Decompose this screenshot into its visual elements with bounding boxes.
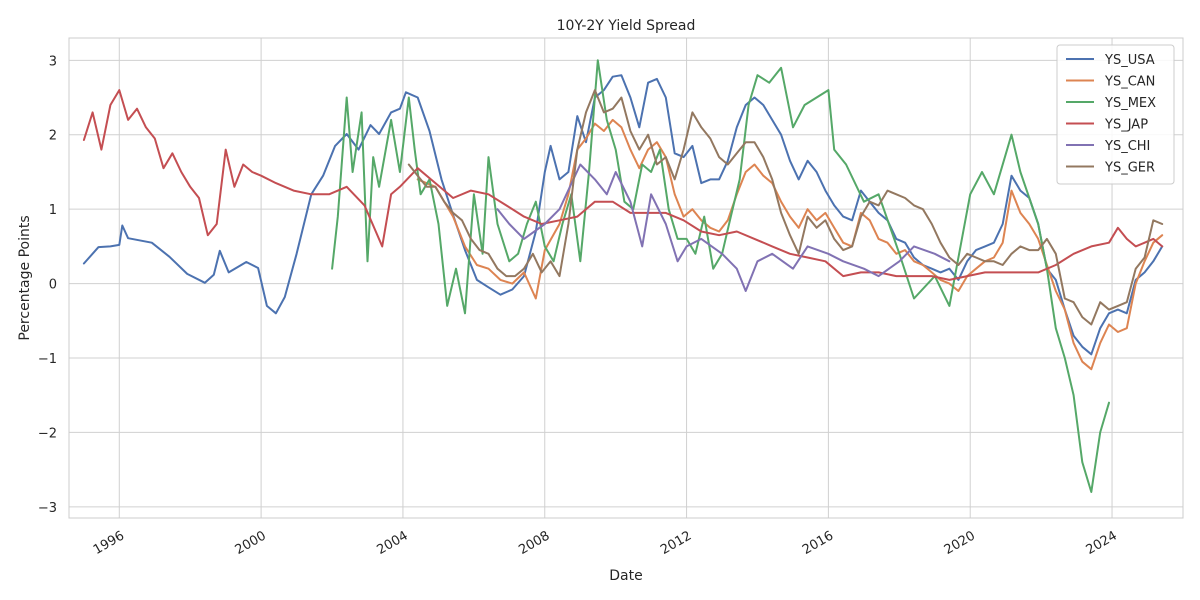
- x-tick-label: 2012: [658, 528, 694, 558]
- legend-label: YS_JAP: [1104, 118, 1148, 133]
- x-tick-label: 1996: [91, 528, 127, 558]
- y-axis-label: Percentage Points: [17, 215, 33, 340]
- series-line-ys-jap: [82, 89, 1164, 281]
- y-tick-label: −1: [38, 352, 57, 367]
- y-tick-label: −3: [38, 501, 57, 516]
- y-tick-label: 2: [49, 129, 57, 144]
- x-tick-label: 2024: [1084, 528, 1120, 558]
- x-tick-label: 2020: [942, 528, 978, 558]
- legend-label: YS_USA: [1104, 53, 1155, 68]
- legend-label: YS_MEX: [1104, 96, 1156, 111]
- legend: YS_USA YS_CAN YS_MEX YS_JAP YS_CHI YS_GER: [1056, 44, 1175, 185]
- y-tick-label: 0: [49, 278, 57, 293]
- legend-label: YS_GER: [1104, 161, 1155, 176]
- chart-title: 10Y-2Y Yield Spread: [557, 18, 696, 34]
- grid-layer: [69, 38, 1183, 518]
- x-tick-label: 2008: [516, 528, 552, 558]
- x-tick-label: 2016: [800, 528, 836, 558]
- x-tick-label: 2000: [233, 528, 269, 558]
- y-tick-label: 1: [49, 203, 57, 218]
- x-axis-label: Date: [609, 568, 642, 584]
- series-line-ys-usa: [82, 74, 1164, 356]
- series-line-ys-ger: [407, 89, 1164, 326]
- y-tick-label: 3: [49, 54, 57, 69]
- x-tick-label: 2004: [375, 528, 411, 558]
- plot-frame: [68, 37, 1184, 519]
- series-line-ys-chi: [496, 163, 951, 292]
- tick-layer: −3 −2 −1 0 1 2 3 1996 2000 2004 2008 2012 2016 2020 20…: [38, 54, 1120, 558]
- legend-label: YS_CHI: [1104, 139, 1150, 154]
- legend-label: YS_CAN: [1104, 75, 1155, 90]
- y-tick-label: −2: [38, 426, 57, 441]
- series-layer: [82, 59, 1164, 493]
- series-line-ys-mex: [331, 59, 1110, 493]
